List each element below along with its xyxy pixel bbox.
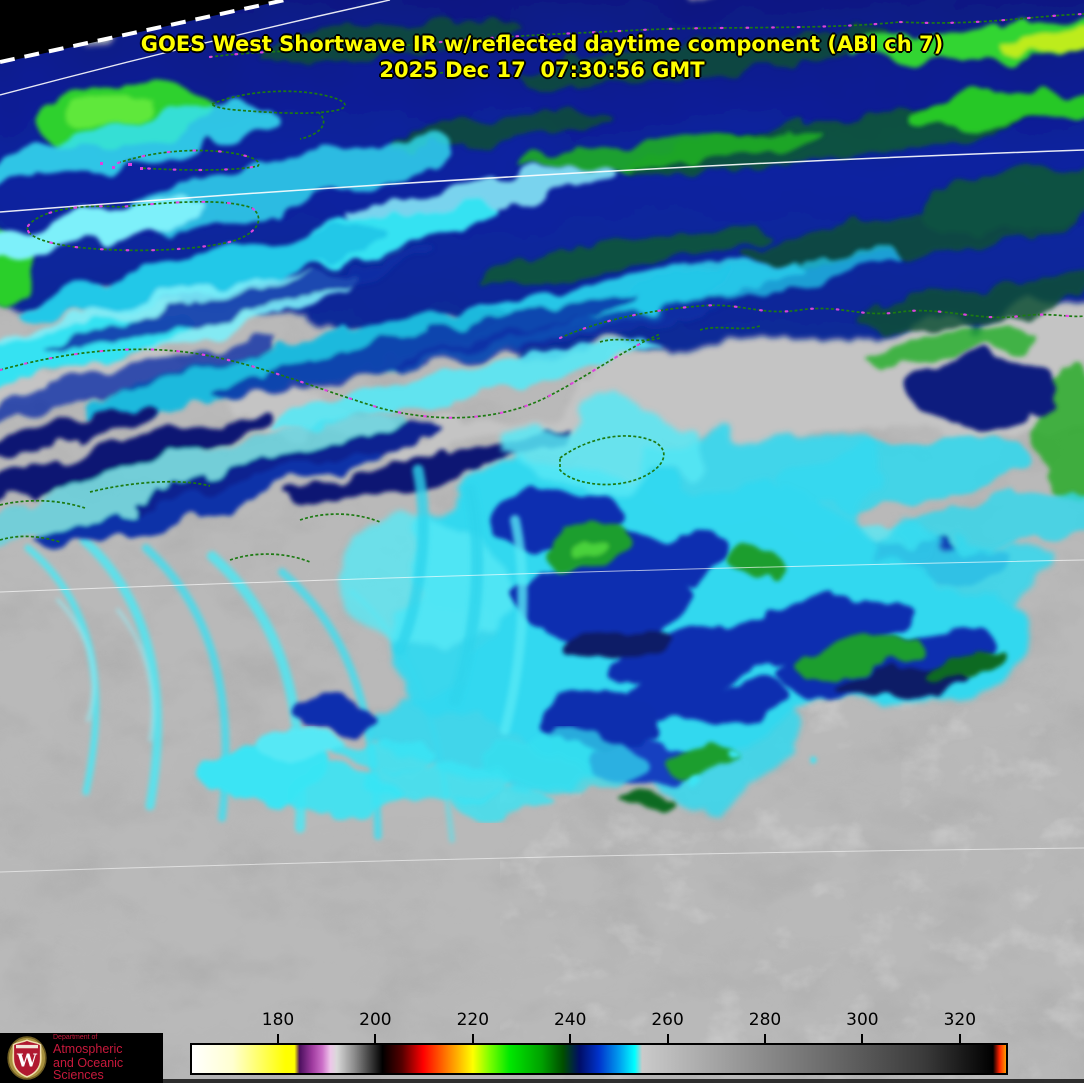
aos-logo: W Department of Atmospheric and Oceanic …	[0, 1033, 163, 1083]
colorbar-tick-label: 240	[553, 1010, 587, 1030]
off-earth-region	[0, 0, 285, 63]
logo-oceanic: and Oceanic Sciences	[53, 1055, 124, 1083]
coldest-green-patches	[0, 22, 1084, 500]
convective-cluster-green-cores	[550, 523, 1004, 810]
colorbar-tick-label: 180	[261, 1010, 295, 1030]
colorbar-tick-mark	[666, 1034, 669, 1043]
city-light-dots	[100, 162, 143, 170]
colorbar-tick-mark	[277, 1034, 279, 1043]
bottom-cyan-patch	[190, 733, 824, 816]
uw-crest-icon: W	[7, 1036, 47, 1080]
colorbar-tick-label: 220	[456, 1010, 490, 1030]
colorbar-tick-mark	[569, 1034, 572, 1043]
colorbar-tick-label: 200	[359, 1010, 392, 1030]
colorbar-tick-mark	[861, 1034, 864, 1043]
coastline-paths	[0, 13, 1084, 563]
logo-atmospheric: Atmospheric	[53, 1042, 123, 1057]
colorbar-tick-label: 280	[748, 1010, 782, 1030]
colorbar-tick-label: 300	[846, 1010, 879, 1030]
svg-text:W: W	[16, 1050, 38, 1071]
coastline-magenta-dots	[0, 12, 1084, 419]
colorbar-tick-mark	[958, 1034, 961, 1043]
colorbar-tick-mark	[471, 1034, 474, 1043]
colorbar-tick-label: 260	[651, 1010, 684, 1030]
temperature-colorbar	[190, 1043, 1008, 1075]
colorbar-tick-label: 320	[943, 1010, 977, 1030]
logo-text: Department of Atmospheric and Oceanic Sc…	[53, 1034, 163, 1082]
cyan-cloud-streaks	[0, 104, 904, 429]
colorbar-tick-mark	[764, 1034, 766, 1043]
image-bottom-edge	[0, 1079, 1084, 1083]
colorbar-tick-mark	[374, 1034, 377, 1043]
graticule-lines	[0, 0, 1084, 873]
convective-cluster-tails	[394, 464, 528, 735]
logo-dept-of: Department of	[53, 1034, 98, 1042]
